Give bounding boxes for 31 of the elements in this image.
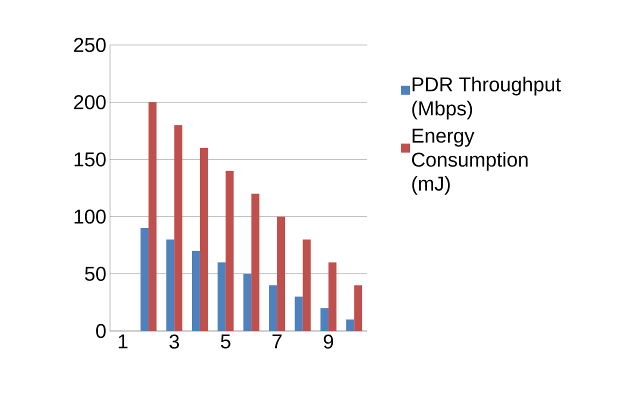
bar [251, 194, 260, 331]
bar [277, 216, 286, 331]
bar [200, 148, 208, 331]
bar [354, 285, 362, 331]
bar [346, 320, 354, 331]
bar [148, 102, 157, 331]
bar [174, 125, 182, 331]
x-tick-label: 5 [220, 334, 230, 348]
y-tick-label: 0 [96, 324, 106, 338]
bar [166, 239, 174, 331]
bar [243, 274, 252, 331]
bar [218, 262, 226, 331]
x-tick-label: 1 [118, 334, 128, 348]
x-tick-label: 9 [324, 334, 334, 349]
x-tick-label: 3 [169, 334, 179, 349]
y-tick-label: 200 [74, 95, 106, 110]
legend-label: PDR Throughput (Mbps) [412, 76, 561, 120]
y-tick-label: 150 [74, 152, 106, 166]
bar [328, 262, 336, 331]
bar [192, 250, 200, 331]
bar [302, 239, 311, 331]
bar [320, 308, 328, 331]
bar [226, 170, 234, 331]
y-tick-label: 250 [74, 38, 106, 52]
bar [294, 296, 303, 331]
bar [269, 285, 278, 331]
bar [140, 228, 149, 331]
y-tick-label: 100 [74, 210, 106, 224]
x-tick-label: 7 [272, 334, 282, 348]
legend-label: Energy Consumption (mJ) [412, 128, 528, 195]
y-tick-label: 50 [85, 266, 106, 281]
